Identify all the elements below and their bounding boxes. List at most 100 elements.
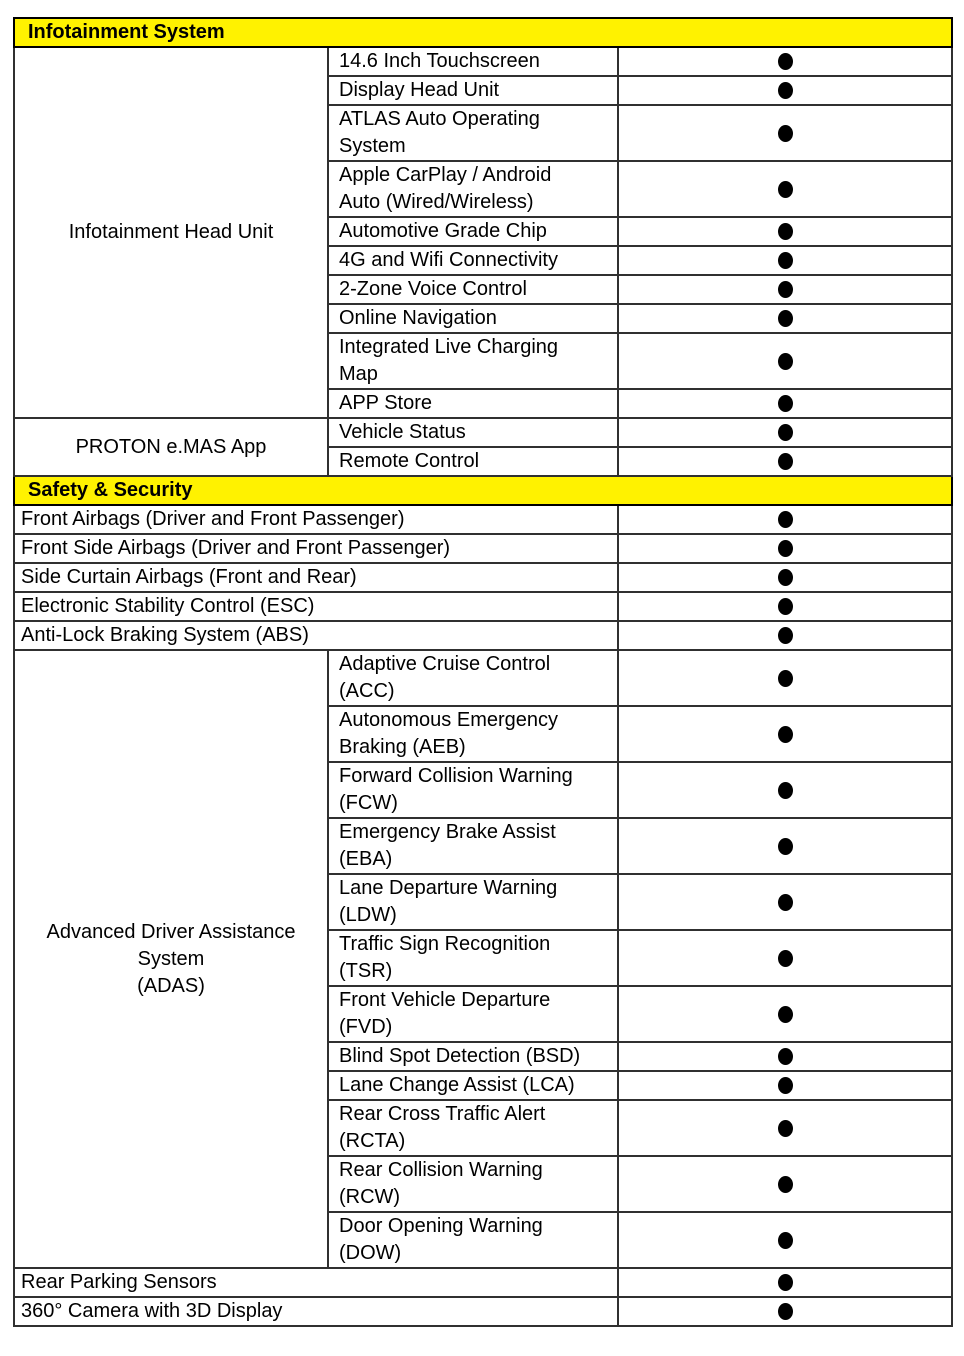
- availability-cell: [616, 873, 954, 931]
- availability-dot-icon: [777, 1274, 793, 1292]
- feature-cell: Front Vehicle Departure (FVD): [327, 985, 619, 1043]
- availability-cell: [616, 216, 954, 247]
- availability-cell: [616, 1267, 954, 1298]
- availability-dot-icon: [777, 1048, 793, 1066]
- section-title: Infotainment System: [12, 17, 954, 48]
- feature-cell: Adaptive Cruise Control (ACC): [327, 649, 619, 707]
- feature-row: Traffic Sign Recognition (TSR): [14, 929, 954, 987]
- availability-cell: [616, 303, 954, 334]
- feature-label: Display Head Unit: [339, 79, 500, 101]
- feature-cell: Door Opening Warning (DOW): [327, 1211, 619, 1269]
- feature-cell: Front Side Airbags (Driver and Front Pas…: [13, 533, 619, 564]
- availability-dot-icon: [777, 352, 793, 370]
- feature-row: Lane Departure Warning (LDW): [14, 873, 954, 931]
- availability-cell: [616, 388, 954, 419]
- availability-dot-icon: [777, 252, 793, 270]
- feature-row: Rear Collision Warning (RCW): [14, 1155, 954, 1213]
- feature-cell: 2-Zone Voice Control: [327, 274, 619, 305]
- availability-dot-icon: [777, 837, 793, 855]
- feature-cell: Rear Cross Traffic Alert (RCTA): [327, 1099, 619, 1157]
- feature-row: Display Head Unit: [14, 75, 954, 106]
- availability-dot-icon: [777, 82, 793, 100]
- availability-cell: [616, 1155, 954, 1213]
- availability-dot-icon: [777, 569, 793, 587]
- feature-label: ATLAS Auto Operating System: [339, 108, 540, 157]
- feature-row: Rear Parking Sensors: [13, 1267, 954, 1298]
- availability-cell: [616, 104, 954, 162]
- feature-cell: Remote Control: [327, 446, 619, 477]
- feature-row: Front Vehicle Departure (FVD): [14, 985, 954, 1043]
- availability-cell: [616, 705, 954, 763]
- feature-cell: Side Curtain Airbags (Front and Rear): [13, 562, 619, 593]
- availability-cell: [616, 1099, 954, 1157]
- feature-row: Emergency Brake Assist (EBA): [14, 817, 954, 875]
- feature-row: Blind Spot Detection (BSD): [14, 1041, 954, 1072]
- feature-cell: Traffic Sign Recognition (TSR): [327, 929, 619, 987]
- category-label-line: (ADAS): [137, 974, 205, 997]
- availability-cell: [616, 649, 954, 707]
- category-label-line: Advanced Driver Assistance: [46, 920, 296, 943]
- feature-cell: Lane Change Assist (LCA): [327, 1070, 619, 1101]
- category-cell: Advanced Driver Assistance System (ADAS): [13, 649, 329, 1269]
- feature-row: Advanced Driver Assistance System (ADAS)…: [13, 649, 954, 1269]
- feature-cell: Emergency Brake Assist (EBA): [327, 817, 619, 875]
- availability-cell: [616, 160, 954, 218]
- feature-row: Online Navigation: [14, 303, 954, 334]
- feature-row: Electronic Stability Control (ESC): [13, 591, 954, 622]
- availability-dot-icon: [777, 281, 793, 299]
- category-cell: Infotainment Head Unit: [13, 46, 329, 419]
- feature-label: 4G and Wifi Connectivity: [339, 249, 558, 271]
- feature-label: Blind Spot Detection (BSD): [339, 1045, 581, 1067]
- availability-cell: [616, 1041, 954, 1072]
- availability-dot-icon: [777, 627, 793, 645]
- availability-dot-icon: [777, 1119, 793, 1137]
- feature-row: 360° Camera with 3D Display: [13, 1296, 954, 1327]
- availability-cell: [616, 761, 954, 819]
- availability-dot-icon: [777, 511, 793, 529]
- feature-row: Front Side Airbags (Driver and Front Pas…: [13, 533, 954, 564]
- feature-cell: Vehicle Status: [327, 417, 619, 448]
- availability-cell: [616, 985, 954, 1043]
- feature-cell: ATLAS Auto Operating System: [327, 104, 619, 162]
- section-header-row: Infotainment System: [12, 17, 954, 48]
- feature-label: Door Opening Warning (DOW): [339, 1215, 543, 1264]
- feature-cell: Forward Collision Warning (FCW): [327, 761, 619, 819]
- feature-label: Traffic Sign Recognition (TSR): [339, 933, 551, 982]
- feature-label: Automotive Grade Chip: [339, 220, 547, 242]
- feature-label: 14.6 Inch Touchscreen: [339, 50, 540, 72]
- feature-cell: Display Head Unit: [327, 75, 619, 106]
- availability-dot-icon: [777, 1175, 793, 1193]
- feature-label: Vehicle Status: [339, 421, 466, 443]
- feature-row: Lane Change Assist (LCA): [14, 1070, 954, 1101]
- availability-cell: [616, 929, 954, 987]
- feature-row: Integrated Live Charging Map: [14, 332, 954, 390]
- feature-cell: APP Store: [327, 388, 619, 419]
- availability-cell: [616, 1211, 954, 1269]
- availability-dot-icon: [777, 540, 793, 558]
- availability-dot-icon: [777, 725, 793, 743]
- feature-cell: Electronic Stability Control (ESC): [13, 591, 619, 622]
- availability-cell: [616, 1296, 954, 1327]
- feature-cell: 14.6 Inch Touchscreen: [327, 46, 619, 77]
- availability-cell: [616, 562, 954, 593]
- availability-dot-icon: [777, 223, 793, 241]
- availability-dot-icon: [777, 893, 793, 911]
- availability-dot-icon: [777, 949, 793, 967]
- availability-dot-icon: [777, 669, 793, 687]
- feature-label: Apple CarPlay / Android Auto (Wired/Wire…: [339, 164, 552, 213]
- feature-label: Forward Collision Warning (FCW): [339, 765, 573, 814]
- feature-label: Rear Cross Traffic Alert (RCTA): [339, 1103, 546, 1152]
- availability-dot-icon: [777, 124, 793, 142]
- feature-row: APP Store: [14, 388, 954, 419]
- feature-row: 4G and Wifi Connectivity: [14, 245, 954, 276]
- availability-dot-icon: [777, 1231, 793, 1249]
- feature-label: Integrated Live Charging Map: [339, 336, 559, 385]
- feature-row: Anti-Lock Braking System (ABS): [13, 620, 954, 651]
- availability-cell: [616, 591, 954, 622]
- availability-cell: [616, 620, 954, 651]
- feature-label: Lane Change Assist (LCA): [339, 1074, 575, 1096]
- feature-row: ATLAS Auto Operating System: [14, 104, 954, 162]
- availability-dot-icon: [777, 53, 793, 71]
- availability-cell: [616, 504, 954, 535]
- availability-dot-icon: [777, 1077, 793, 1095]
